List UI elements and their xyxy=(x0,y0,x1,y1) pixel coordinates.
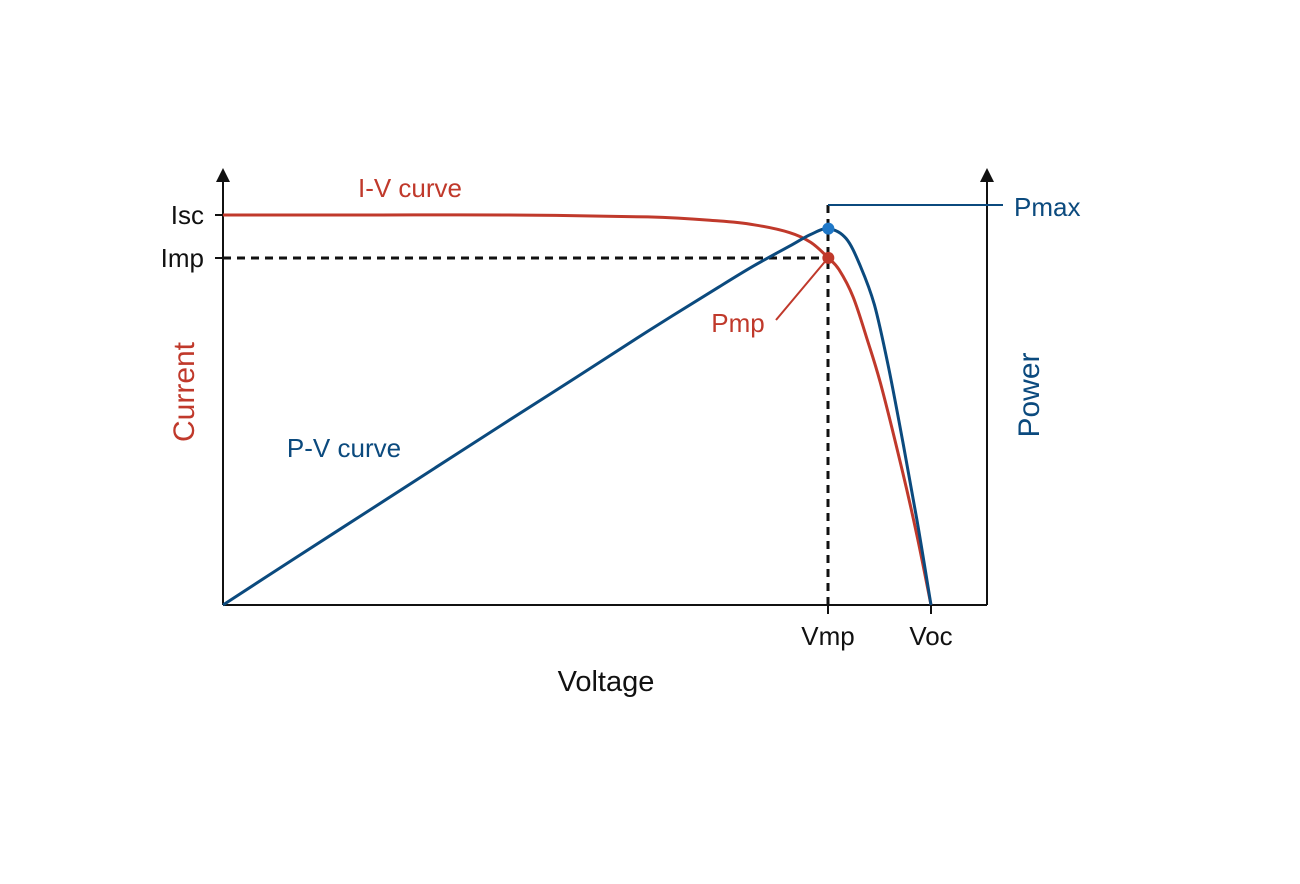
right-axis-title: Power xyxy=(1013,352,1046,437)
left-axis-title: Current xyxy=(168,341,201,442)
x-axis-title: Voltage xyxy=(558,666,655,698)
iv-curve-line xyxy=(223,213,933,606)
pv-curve-line xyxy=(222,227,933,607)
pmp-leader-line xyxy=(775,257,829,321)
imp-label: Imp xyxy=(161,243,204,273)
vmp-label: Vmp xyxy=(801,621,854,651)
isc-label: Isc xyxy=(171,200,204,230)
pmax-label: Pmax xyxy=(1014,192,1080,222)
iv-curve-label: I-V curve xyxy=(358,173,462,203)
pmax-point xyxy=(822,222,835,235)
pmp-label: Pmp xyxy=(711,308,764,338)
pv-curve-label: P-V curve xyxy=(287,433,401,463)
voc-label: Voc xyxy=(909,621,952,651)
pmp-point xyxy=(822,251,835,264)
